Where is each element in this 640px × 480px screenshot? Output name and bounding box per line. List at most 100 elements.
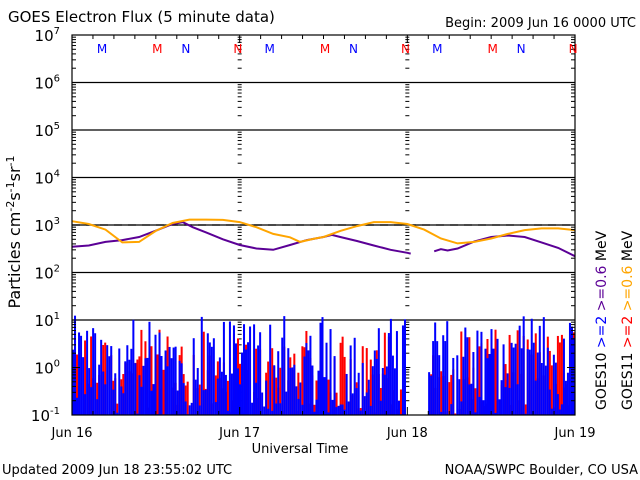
goes10-2mev-bar [520,348,523,415]
goes10-2mev-bar [168,346,171,415]
goes10-2mev-bar [140,386,143,415]
goes11-0-6-mev-line [71,218,576,245]
goes10-2mev-bar [564,380,567,415]
goes10-2mev-bar [446,321,449,415]
local-time-marker: M [432,42,442,56]
goes10-2mev-bar [377,328,380,415]
goes10-2mev-bar [379,400,382,415]
goes10-2mev-bar [311,365,314,415]
goes10-2mev-bar [357,372,360,415]
goes10-2mev-bar [86,330,89,415]
goes10-2mev-bar [144,358,147,415]
goes11-2mev-bar [279,367,282,415]
goes10-2mev-bar [568,322,571,415]
goes11-2mev-bar [448,382,451,415]
goes10-2mev-bar [367,379,370,415]
goes10-2mev-bar [228,321,231,415]
axes [71,34,576,416]
goes10-2mev-bar [526,349,529,415]
goes10-2mev-bar [236,368,239,415]
goes10-2mev-bar [434,322,437,415]
legend: GOES10 >=2 >=0.6 MeV GOES11 >=2 >=0.6 Me… [594,230,636,410]
goes10-2mev-bar [206,333,209,415]
goes10-2mev-bar [456,355,459,415]
goes10-2mev-bar [554,362,557,415]
goes11-2mev-bar [202,331,205,415]
goes10-2mev-bar [492,348,495,415]
goes11-2mev-bar [315,380,318,415]
goes10-2mev-bar [154,334,157,415]
goes10-2mev-bar [337,405,340,415]
goes10-2mev-bar [198,405,201,415]
goes10-2mev-bar [331,399,334,415]
goes10-2mev-bar [389,318,392,415]
goes11-2mev-bar [275,377,278,415]
goes10-2mev-bar [98,364,101,415]
goes10-2mev-bar [287,348,290,415]
goes11-2mev-bar [550,365,553,415]
goes11-2mev-bar [84,340,87,415]
goes10-2mev-bar [305,343,308,415]
goes10-2mev-bar [285,391,288,415]
goes10-2mev-bar [327,412,330,415]
goes10-2mev-bar [130,348,133,415]
goes10-2mev-bar [486,358,489,415]
y-tick-label: 101 [35,311,60,330]
updated-timestamp: Updated 2009 Jun 18 23:55:02 UTC [2,463,232,478]
goes11-2mev-bar [76,354,79,415]
goes11-2mev-bar [369,359,372,415]
goes10-2mev-bar [238,384,242,415]
goes10-2mev-bar [395,331,398,415]
goes10-2mev-bar [452,357,455,415]
goes10-2mev-bar [500,380,503,415]
goes10-2mev-bar [180,363,183,415]
goes10-2mev-bar [265,380,268,415]
goes11-2mev-bar [255,348,258,415]
goes10-2mev-bar [514,343,517,415]
goes10-2mev-bar [506,373,509,415]
goes11-2mev-bar [297,372,300,415]
goes11-2mev-bar [365,348,368,415]
goes10-0-6-mev-line [71,221,576,258]
goes10-2mev-bar [269,324,272,415]
goes11-2mev-bar [313,404,316,415]
goes10-2mev-bar [397,400,400,415]
goes10-2mev-bar [116,412,119,415]
goes10-2mev-bar [255,382,258,415]
goes10-2mev-bar [80,335,83,415]
goes10-2mev-bar [108,356,111,415]
goes10-2mev-bar [550,408,553,415]
goes10-2mev-bar [196,368,199,415]
goes10-2mev-bar [118,348,121,415]
goes10-2mev-bar [172,347,175,415]
svg-text:Particles cm-2s-1sr-1: Particles cm-2s-1sr-1 [4,155,24,308]
goes10-2mev-bar [164,350,167,415]
goes11-2mev-bar [383,332,386,415]
goes10-2mev-bar [504,387,507,415]
goes10-2mev-bar [261,392,264,415]
goes11-2mev-bar [494,329,497,415]
goes11-2mev-bar [116,403,119,415]
goes10-2mev-bar [100,339,103,415]
goes10-2mev-bar [194,379,197,415]
goes11-2mev-bar [186,381,189,415]
goes10-2mev-bar [444,341,447,415]
goes10-2mev-bar [522,316,525,415]
goes10-2mev-bar [102,371,105,415]
y-tick-label: 106 [35,74,60,93]
goes10-2mev-bar [363,396,366,415]
goes10-2mev-bar [530,318,533,415]
goes10-2mev-bar [442,335,445,415]
goes10-2mev-bar [365,392,368,415]
goes10-2mev-bar [401,325,404,415]
goes10-2mev-bar [355,388,358,415]
goes10-2mev-bar [174,346,177,415]
goes10-2mev-bar [552,354,555,415]
goes11-2mev-bar [343,356,346,415]
goes10-2mev-bar [371,366,374,415]
goes10-2mev-bar [570,326,573,415]
goes10-2mev-bar [319,322,322,415]
goes10-2mev-bar [230,373,233,415]
goes10-2mev-bar [391,355,394,415]
